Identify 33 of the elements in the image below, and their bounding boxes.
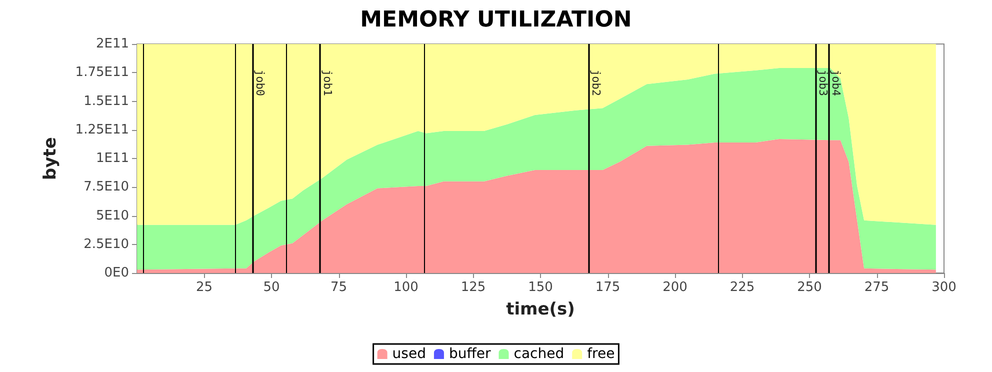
x-tick-label: 200: [662, 280, 688, 295]
y-tick-label: 1.5E11: [84, 94, 129, 109]
legend-label: free: [587, 346, 615, 362]
x-tick-label: 25: [196, 280, 213, 295]
x-tick-label: 150: [528, 280, 553, 295]
x-tick-label: 125: [460, 280, 486, 295]
ref-line-label: job1: [321, 70, 334, 96]
ref-line-label: job2: [590, 70, 603, 96]
x-tick-label: 225: [730, 280, 755, 295]
x-tick-label: 75: [330, 280, 348, 295]
y-tick-label: 2E11: [96, 36, 129, 52]
y-tick-label: 0E0: [104, 266, 129, 280]
y-axis-title: byte: [40, 137, 60, 180]
y-tick-label: 1.25E11: [75, 122, 129, 138]
x-tick-label: 175: [595, 280, 620, 295]
y-tick-label: 7.5E10: [84, 180, 129, 195]
ref-line-label: job0: [254, 70, 267, 96]
x-tick-label: 250: [797, 280, 822, 295]
y-tick-label: 1.75E11: [75, 65, 129, 80]
legend-label: buffer: [448, 346, 491, 362]
legend-label: used: [392, 346, 426, 362]
x-tick-label: 300: [932, 280, 956, 295]
x-tick-label: 100: [394, 280, 418, 295]
ref-line-label: job4: [830, 70, 843, 96]
legend-label: cached: [514, 346, 564, 362]
y-tick-label: 5E10: [96, 208, 129, 224]
x-axis-title: time(s): [506, 300, 575, 320]
x-tick-label: 50: [263, 280, 280, 295]
y-tick-label: 1E11: [96, 151, 129, 166]
chart-title: MEMORY UTILIZATION: [360, 8, 632, 32]
x-tick-label: 275: [864, 280, 890, 295]
y-tick-label: 2.5E10: [84, 236, 129, 252]
ref-line-label: job3: [816, 70, 830, 96]
